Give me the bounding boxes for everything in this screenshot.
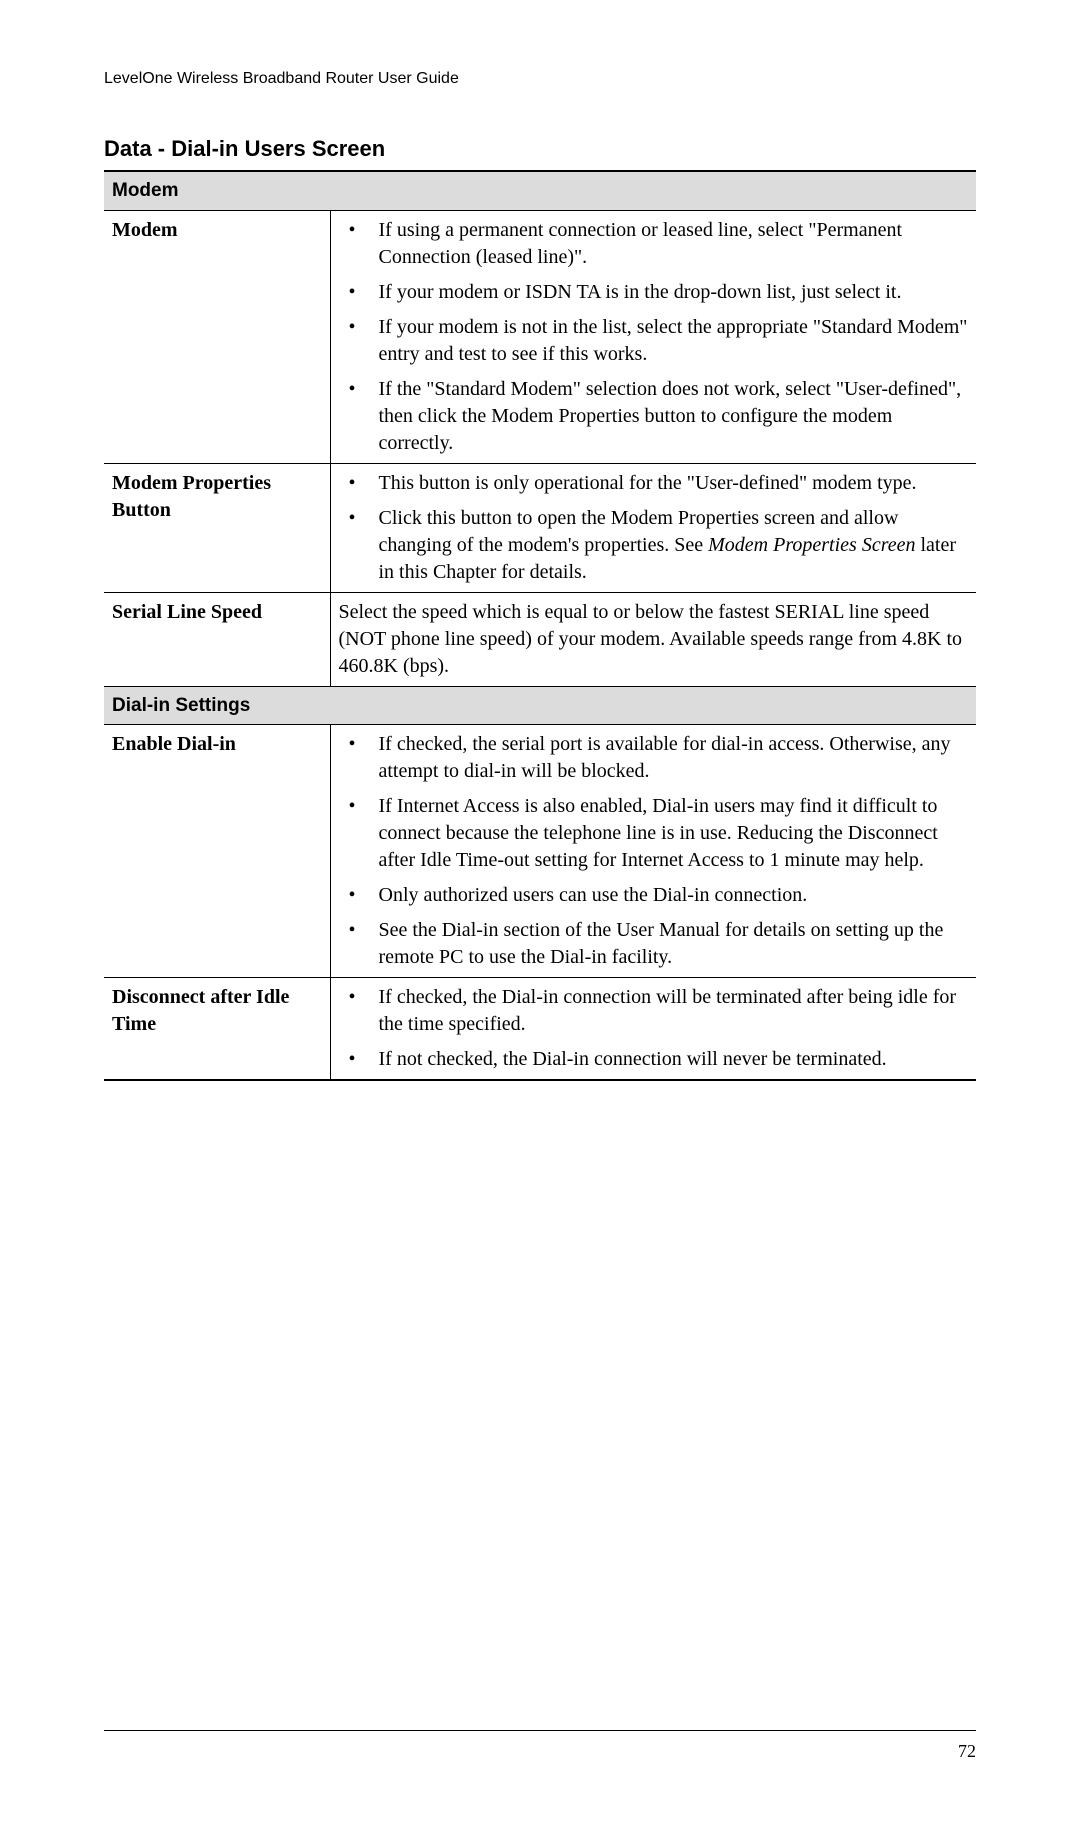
bullet-list: This button is only operational for the … — [339, 470, 969, 586]
row-description: This button is only operational for the … — [330, 463, 976, 592]
row-label: Disconnect after Idle Time — [104, 978, 330, 1081]
row-description: If checked, the serial port is available… — [330, 725, 976, 978]
bullet-item: See the Dial-in section of the User Manu… — [339, 917, 969, 971]
bullet-item: If Internet Access is also enabled, Dial… — [339, 793, 969, 874]
bullet-list: If checked, the Dial-in connection will … — [339, 984, 969, 1073]
section-header-cell: Modem — [104, 171, 976, 210]
bullet-item: If using a permanent connection or lease… — [339, 217, 969, 271]
bullet-list: If using a permanent connection or lease… — [339, 217, 969, 457]
bullet-item: If not checked, the Dial-in connection w… — [339, 1046, 969, 1073]
bullet-item: Click this button to open the Modem Prop… — [339, 505, 969, 586]
row-label: Modem Properties Button — [104, 463, 330, 592]
section-title: Data - Dial-in Users Screen — [104, 136, 976, 162]
bullet-item: Only authorized users can use the Dial-i… — [339, 882, 969, 909]
page-header: LevelOne Wireless Broadband Router User … — [104, 70, 976, 88]
table-row: Disconnect after Idle Time If checked, t… — [104, 978, 976, 1081]
bullet-item: This button is only operational for the … — [339, 470, 969, 497]
page-number: 72 — [958, 1741, 976, 1761]
bullet-item: If your modem or ISDN TA is in the drop-… — [339, 279, 969, 306]
bullet-item: If the "Standard Modem" selection does n… — [339, 376, 969, 457]
row-description: If using a permanent connection or lease… — [330, 210, 976, 463]
row-description: Select the speed which is equal to or be… — [330, 592, 976, 686]
section-header-cell: Dial-in Settings — [104, 686, 976, 725]
data-table: Modem Modem If using a permanent connect… — [104, 170, 976, 1081]
table-row: Serial Line Speed Select the speed which… — [104, 592, 976, 686]
page-footer: 72 — [104, 1730, 976, 1762]
row-description: If checked, the Dial-in connection will … — [330, 978, 976, 1081]
table-row: Modem Properties Button This button is o… — [104, 463, 976, 592]
row-label: Modem — [104, 210, 330, 463]
bullet-list: If checked, the serial port is available… — [339, 731, 969, 971]
section-header-row: Modem — [104, 171, 976, 210]
bullet-item: If your modem is not in the list, select… — [339, 314, 969, 368]
table-row: Enable Dial-in If checked, the serial po… — [104, 725, 976, 978]
page-container: LevelOne Wireless Broadband Router User … — [0, 0, 1080, 1822]
section-header-row: Dial-in Settings — [104, 686, 976, 725]
row-label: Enable Dial-in — [104, 725, 330, 978]
bullet-item: If checked, the Dial-in connection will … — [339, 984, 969, 1038]
row-label: Serial Line Speed — [104, 592, 330, 686]
bullet-item: If checked, the serial port is available… — [339, 731, 969, 785]
table-row: Modem If using a permanent connection or… — [104, 210, 976, 463]
